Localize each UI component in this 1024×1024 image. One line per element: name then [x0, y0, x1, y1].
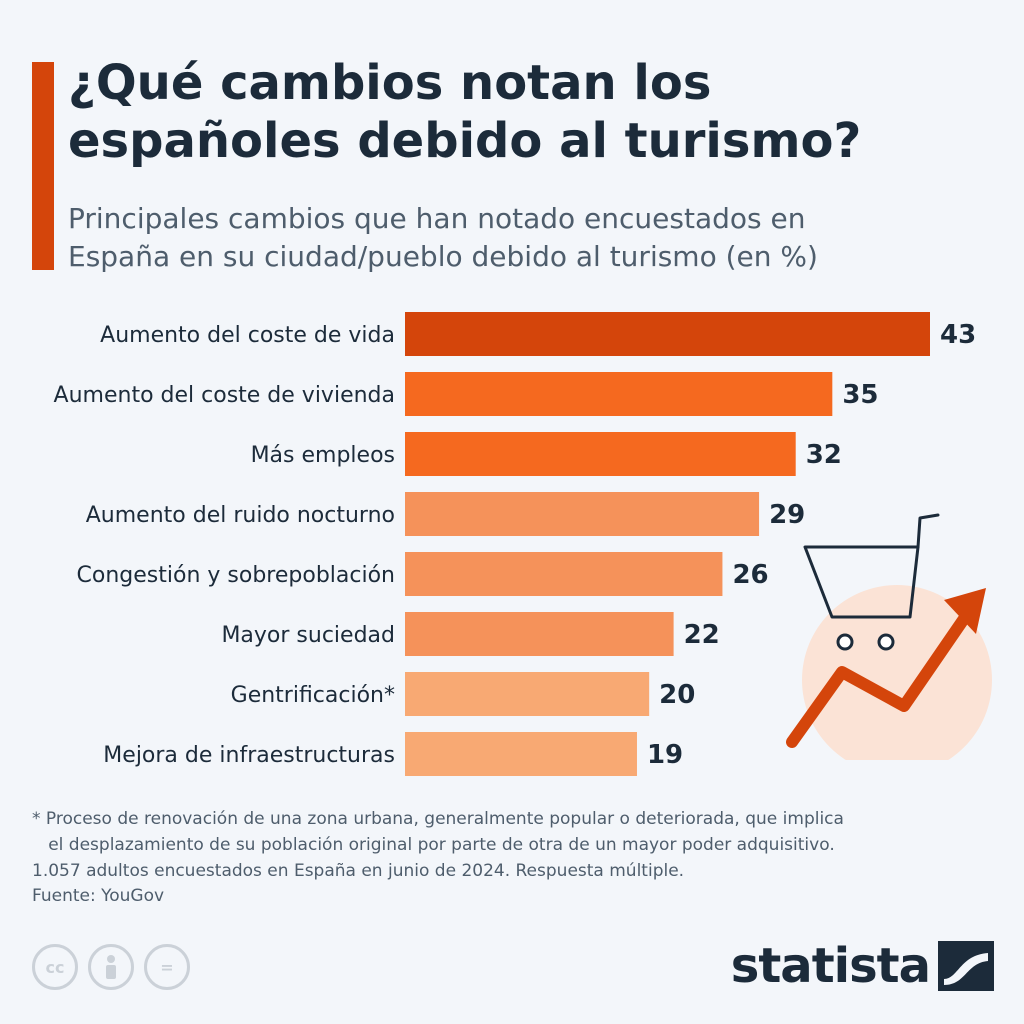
footnote-line-3: 1.057 adultos encuestados en España en j…: [32, 861, 685, 881]
bar-1: [405, 312, 930, 356]
category-label-7: Gentrificación*: [231, 683, 395, 708]
source-text: Fuente: YouGov: [32, 886, 165, 906]
value-label-3: 32: [806, 440, 842, 470]
bar-4: [405, 492, 760, 536]
value-label-2: 35: [842, 380, 878, 410]
category-label-4: Aumento del ruido nocturno: [86, 503, 395, 528]
bar-6: [405, 612, 674, 656]
statista-logo-mark-icon: [938, 941, 994, 991]
value-label-5: 26: [732, 560, 768, 590]
title-accent-bar: [32, 62, 54, 270]
subtitle-line-1: Principales cambios que han notado encue…: [68, 202, 806, 235]
chart-subtitle: Principales cambios que han notado encue…: [68, 200, 968, 276]
value-label-4: 29: [769, 500, 805, 530]
category-label-2: Aumento del coste de vivienda: [54, 383, 395, 408]
license-icons: cc =: [32, 944, 190, 990]
category-label-8: Mejora de infraestructuras: [103, 743, 395, 768]
cart-wheel-left: [836, 633, 854, 651]
cart-handle: [916, 513, 940, 549]
bar-chart: Aumento del coste de vida 43 Aumento del c…: [54, 312, 976, 776]
shopping-cart-trend-icon: [786, 513, 992, 760]
cart-basket: [803, 545, 920, 619]
cc-icon[interactable]: cc: [32, 944, 78, 990]
footnote: * Proceso de renovación de una zona urba…: [32, 806, 1002, 884]
footnote-line-2: el desplazamiento de su población origin…: [32, 835, 835, 855]
attribution-icon[interactable]: [88, 944, 134, 990]
category-label-5: Congestión y sobrepoblación: [77, 563, 395, 588]
chart-title: ¿Qué cambios notan los españoles debido …: [68, 54, 968, 170]
no-derivatives-icon[interactable]: =: [144, 944, 190, 990]
logo-text: statista: [730, 938, 931, 994]
footnote-line-1: * Proceso de renovación de una zona urba…: [32, 809, 844, 829]
category-label-1: Aumento del coste de vida: [100, 323, 395, 348]
value-label-6: 22: [684, 620, 720, 650]
value-label-1: 43: [940, 320, 976, 350]
trend-arrow-head: [944, 588, 986, 634]
illustration-circle: [802, 585, 992, 760]
title-line-1: ¿Qué cambios notan los: [68, 55, 712, 111]
value-label-7: 20: [659, 680, 695, 710]
bar-3: [405, 432, 796, 476]
bar-5: [405, 552, 723, 596]
statista-logo[interactable]: statista: [731, 938, 994, 994]
value-label-8: 19: [647, 740, 683, 770]
title-line-2: españoles debido al turismo?: [68, 113, 862, 169]
cart-wheel-right: [877, 633, 895, 651]
bar-2: [405, 372, 833, 416]
bar-8: [405, 732, 637, 776]
subtitle-line-2: España en su ciudad/pueblo debido al tur…: [68, 240, 818, 273]
category-label-6: Mayor suciedad: [221, 623, 395, 648]
trend-arrow-line: [786, 604, 976, 748]
bar-7: [405, 672, 650, 716]
category-label-3: Más empleos: [251, 443, 395, 468]
